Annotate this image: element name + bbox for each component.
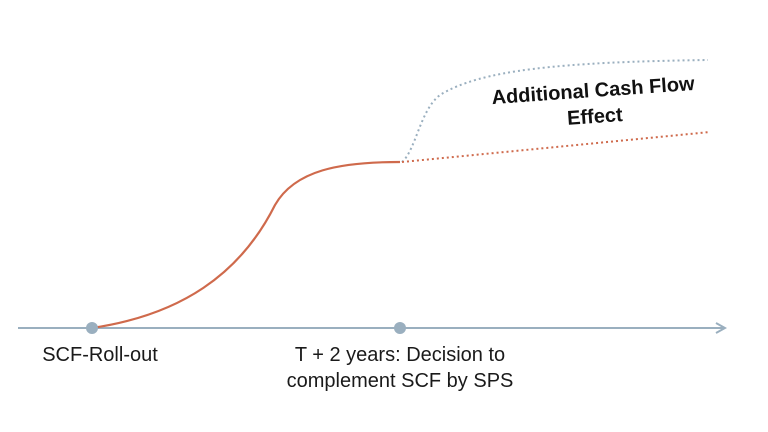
- rollout-milestone-dot: [86, 322, 98, 334]
- decision-milestone-dot: [394, 322, 406, 334]
- rollout-label: SCF-Roll-out: [42, 344, 158, 366]
- additional-effect-dotted-line: [401, 59, 709, 163]
- baseline-dotted-line: [401, 131, 711, 163]
- decision-label: T + 2 years: Decision to complement SCF …: [286, 344, 514, 392]
- cash-flow-curve: [91, 160, 401, 330]
